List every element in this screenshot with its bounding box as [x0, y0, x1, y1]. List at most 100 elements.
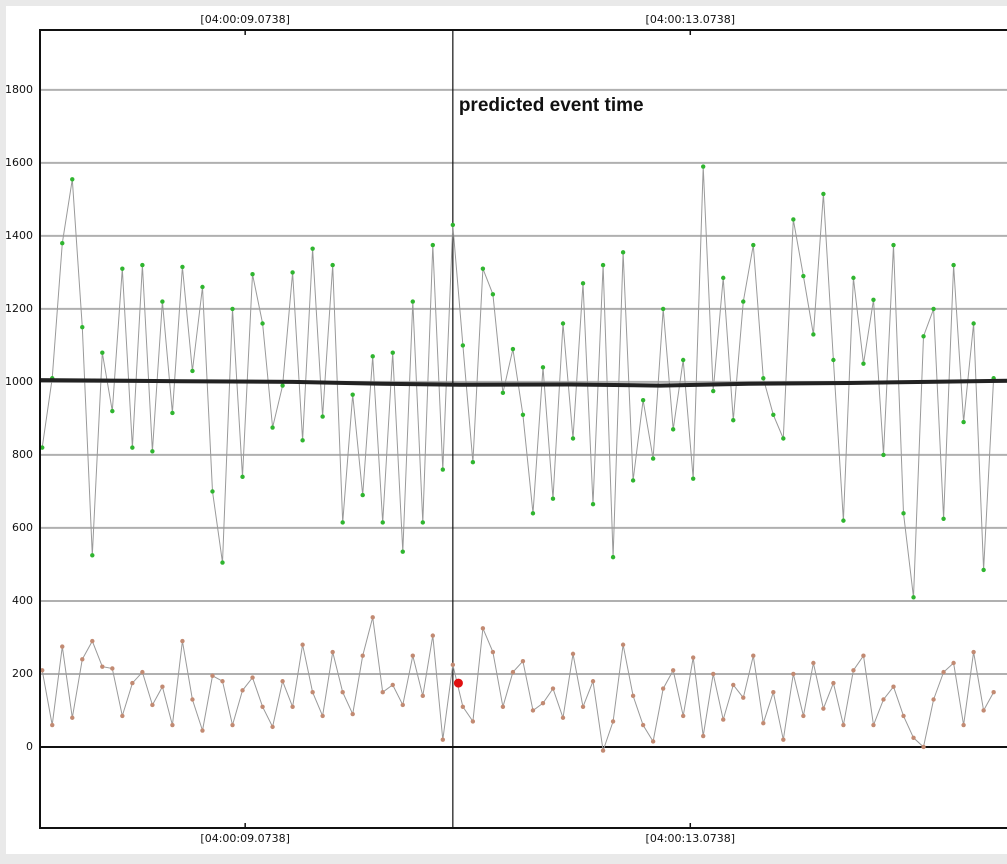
data-point	[220, 679, 225, 684]
data-point	[861, 653, 866, 658]
data-point	[500, 704, 506, 710]
data-point	[390, 350, 395, 355]
data-point	[731, 418, 736, 423]
data-point	[911, 595, 916, 600]
data-point	[330, 262, 335, 268]
data-point	[931, 697, 936, 702]
data-point	[831, 357, 836, 363]
data-point	[640, 397, 646, 403]
data-point	[771, 690, 776, 695]
data-point	[811, 332, 816, 337]
data-point	[410, 653, 415, 658]
data-point	[961, 419, 966, 425]
data-point	[300, 438, 305, 443]
chart-background	[6, 6, 1007, 854]
data-point	[751, 653, 756, 658]
data-point	[290, 704, 295, 710]
y-tick-label: 1000	[5, 375, 33, 388]
y-tick-label: 200	[12, 667, 33, 680]
data-point	[360, 492, 365, 498]
data-point	[550, 686, 556, 691]
data-point	[340, 690, 345, 695]
data-point	[560, 715, 566, 720]
data-point	[630, 693, 636, 699]
data-point	[320, 713, 325, 719]
data-point	[190, 697, 195, 702]
data-point	[901, 713, 906, 719]
data-point	[170, 410, 175, 416]
data-point	[170, 722, 175, 728]
data-point	[871, 722, 876, 728]
data-point	[851, 275, 856, 281]
y-tick-label: 600	[12, 521, 33, 534]
data-point	[350, 711, 355, 717]
y-tick-label: 1600	[5, 156, 33, 169]
data-point	[370, 354, 375, 359]
data-point	[60, 644, 65, 649]
data-point	[260, 321, 265, 326]
data-point	[70, 177, 75, 182]
data-point	[80, 657, 85, 662]
data-point	[250, 272, 255, 277]
data-point	[260, 704, 265, 710]
data-point	[670, 427, 676, 432]
data-point	[530, 708, 536, 713]
data-point	[50, 722, 55, 728]
data-point	[891, 684, 896, 689]
data-point	[180, 638, 185, 644]
data-point	[250, 675, 255, 680]
data-point	[370, 615, 375, 620]
data-point	[630, 478, 636, 483]
data-point	[460, 343, 466, 348]
series-line	[40, 378, 1007, 388]
data-point	[230, 722, 235, 728]
data-point	[420, 520, 425, 525]
data-point	[711, 388, 716, 394]
data-point	[480, 266, 486, 271]
data-point	[480, 626, 486, 631]
data-point	[670, 668, 676, 673]
data-point	[971, 321, 976, 326]
data-point	[420, 693, 425, 699]
data-point	[40, 445, 45, 450]
data-point	[660, 306, 666, 312]
data-point	[130, 445, 135, 450]
data-point	[180, 264, 185, 270]
data-point	[230, 306, 235, 312]
plot-frame	[39, 29, 1007, 829]
data-point	[771, 412, 776, 417]
data-point	[400, 549, 405, 554]
data-point	[881, 697, 886, 702]
data-point	[701, 733, 706, 739]
data-point	[440, 737, 446, 742]
data-point	[60, 240, 65, 246]
data-point	[590, 502, 596, 507]
data-point	[330, 649, 335, 655]
series-line	[41, 617, 995, 751]
data-point	[781, 737, 786, 742]
x-tick-label: [04:00:09.0738]	[200, 832, 289, 845]
data-point	[530, 511, 536, 516]
data-point	[721, 275, 726, 281]
data-point	[280, 679, 285, 684]
data-point	[981, 708, 986, 713]
data-point	[470, 460, 476, 465]
data-point	[300, 642, 305, 647]
data-point	[680, 713, 686, 719]
data-point	[971, 649, 976, 655]
data-point	[80, 324, 85, 330]
data-point	[450, 222, 456, 228]
data-point	[801, 713, 806, 719]
data-point	[761, 376, 766, 381]
data-point	[520, 658, 526, 664]
data-point	[921, 334, 926, 339]
data-point	[711, 671, 716, 677]
data-point	[610, 554, 616, 560]
data-point	[721, 717, 726, 722]
data-point	[801, 273, 806, 279]
y-tick-label: 1400	[5, 229, 33, 242]
data-point	[761, 721, 766, 726]
data-point	[160, 684, 165, 689]
data-point	[350, 392, 355, 397]
